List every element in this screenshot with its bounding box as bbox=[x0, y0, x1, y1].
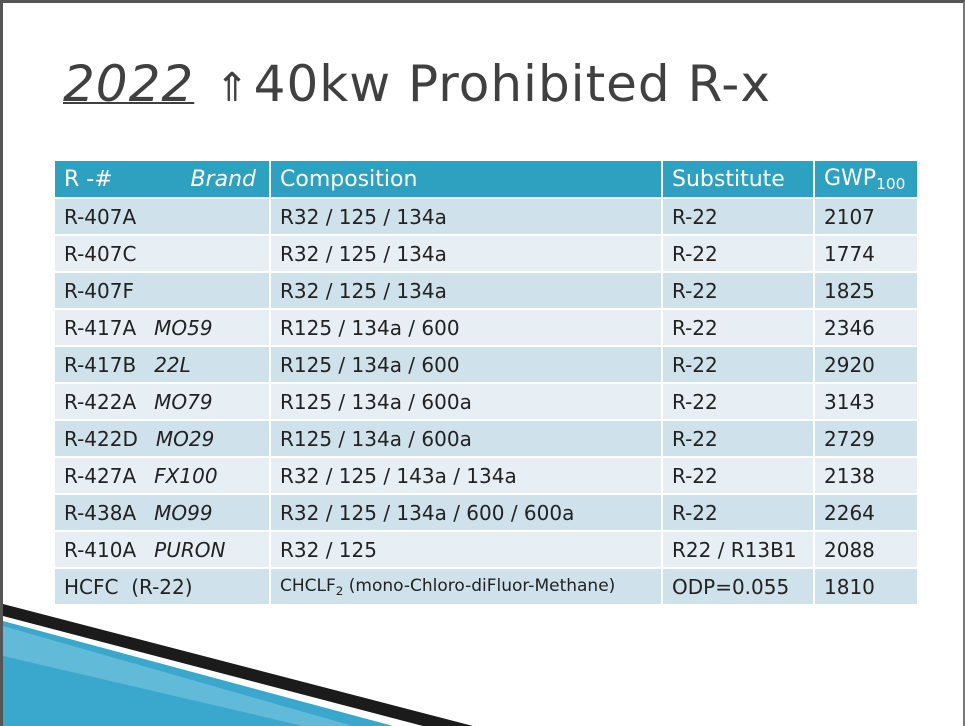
refrigerant-code: R-407F bbox=[64, 278, 134, 303]
gwp-cell: 2920 bbox=[813, 345, 919, 384]
table-row: R-422D MO29 R125 / 134a / 600a R-22 2729 bbox=[53, 419, 919, 458]
header-substitute: Substitute bbox=[661, 159, 815, 199]
substitute-cell: R-22 bbox=[661, 197, 815, 236]
corner-swoosh-decoration bbox=[3, 604, 473, 726]
refrigerant-cell: R-407C bbox=[53, 234, 271, 273]
refrigerant-code: R-417A bbox=[64, 315, 137, 340]
substitute-cell: R22 / R13B1 bbox=[661, 530, 815, 569]
composition-cell: R125 / 134a / 600a bbox=[269, 382, 663, 421]
composition-description: (mono-Chloro-diFluor-Methane) bbox=[343, 575, 616, 596]
refrigerant-cell: R-422D MO29 bbox=[53, 419, 271, 458]
composition-formula-subscript: 2 bbox=[335, 583, 344, 598]
header-refrigerant: R -# Brand bbox=[53, 159, 271, 199]
composition-cell: R125 / 134a / 600 bbox=[269, 308, 663, 347]
substitute-cell: R-22 bbox=[661, 382, 815, 421]
composition-cell: R32 / 125 bbox=[269, 530, 663, 569]
swoosh-dark-band bbox=[3, 604, 473, 726]
table-row-hcfc: HCFC (R-22) CHCLF2 (mono-Chloro-diFluor-… bbox=[53, 567, 919, 606]
composition-cell: R32 / 125 / 143a / 134a bbox=[269, 456, 663, 495]
composition-cell: CHCLF2 (mono-Chloro-diFluor-Methane) bbox=[269, 567, 663, 606]
substitute-cell: R-22 bbox=[661, 234, 815, 273]
refrigerant-code: R-422A bbox=[64, 389, 137, 414]
gwp-cell: 1825 bbox=[813, 271, 919, 310]
refrigerant-cell: R-417A MO59 bbox=[53, 308, 271, 347]
refrigerant-code: R-410A bbox=[64, 537, 137, 562]
refrigerant-cell: HCFC (R-22) bbox=[53, 567, 271, 606]
table-row: R-407A R32 / 125 / 134a R-22 2107 bbox=[53, 197, 919, 236]
table-row: R-427A FX100 R32 / 125 / 143a / 134a R-22… bbox=[53, 456, 919, 495]
refrigerant-cell: R-422A MO79 bbox=[53, 382, 271, 421]
brand-name: MO59 bbox=[154, 315, 213, 340]
table-row: R-417A MO59 R125 / 134a / 600 R-22 2346 bbox=[53, 308, 919, 347]
refrigerant-cell: R-407F bbox=[53, 271, 271, 310]
gwp-cell: 2107 bbox=[813, 197, 919, 236]
refrigerant-code: R-422D bbox=[64, 426, 138, 451]
brand-name: MO79 bbox=[154, 389, 213, 414]
table-row: R-410A PURON R32 / 125 R22 / R13B1 2088 bbox=[53, 530, 919, 569]
refrigerant-cell: R-407A bbox=[53, 197, 271, 236]
swoosh-blue-band bbox=[3, 621, 393, 726]
header-brand-label: Brand bbox=[190, 166, 256, 192]
slide-title: 2022 ⇑40kw Prohibited R-x bbox=[63, 55, 771, 113]
title-text: 40kw Prohibited R-x bbox=[253, 55, 771, 113]
composition-formula: CHCLF bbox=[280, 575, 336, 596]
substitute-cell: R-22 bbox=[661, 345, 815, 384]
refrigerant-cell: R-417B 22L bbox=[53, 345, 271, 384]
table-body: R-407A R32 / 125 / 134a R-22 2107 R-407C… bbox=[53, 197, 919, 606]
refrigerant-code: R-407C bbox=[64, 241, 137, 266]
composition-cell: R32 / 125 / 134a / 600 / 600a bbox=[269, 493, 663, 532]
substitute-cell: R-22 bbox=[661, 308, 815, 347]
gwp-cell: 2088 bbox=[813, 530, 919, 569]
brand-name: FX100 bbox=[154, 463, 218, 488]
substitute-cell: R-22 bbox=[661, 419, 815, 458]
brand-name: PURON bbox=[154, 537, 226, 562]
refrigerant-code: R-407A bbox=[64, 204, 137, 229]
substitute-cell: ODP=0.055 bbox=[661, 567, 815, 606]
header-gwp-label: GWP bbox=[824, 165, 877, 191]
swoosh-light-band bbox=[3, 626, 353, 726]
composition-cell: R125 / 134a / 600a bbox=[269, 419, 663, 458]
up-arrow-icon: ⇑ bbox=[215, 65, 250, 111]
refrigerant-cell: R-427A FX100 bbox=[53, 456, 271, 495]
brand-name: MO99 bbox=[154, 500, 213, 525]
gwp-cell: 2264 bbox=[813, 493, 919, 532]
refrigerant-code: R-438A bbox=[64, 500, 137, 525]
refrigerant-cell: R-438A MO99 bbox=[53, 493, 271, 532]
gwp-cell: 2346 bbox=[813, 308, 919, 347]
table-header-row: R -# Brand Composition Substitute GWP100 bbox=[53, 159, 919, 199]
substitute-cell: R-22 bbox=[661, 493, 815, 532]
brand-name: 22L bbox=[154, 352, 191, 377]
refrigerant-code: R-427A bbox=[64, 463, 137, 488]
gwp-cell: 1774 bbox=[813, 234, 919, 273]
substitute-cell: R-22 bbox=[661, 271, 815, 310]
header-refrigerant-label: R -# bbox=[64, 166, 113, 192]
refrigerant-code: R-417B bbox=[64, 352, 137, 377]
substitute-cell: R-22 bbox=[661, 456, 815, 495]
title-year: 2022 bbox=[63, 55, 195, 113]
refrigerant-table: R -# Brand Composition Substitute GWP100… bbox=[53, 159, 919, 606]
composition-cell: R125 / 134a / 600 bbox=[269, 345, 663, 384]
table-row: R-407C R32 / 125 / 134a R-22 1774 bbox=[53, 234, 919, 273]
brand-name: MO29 bbox=[155, 426, 215, 451]
composition-cell: R32 / 125 / 134a bbox=[269, 197, 663, 236]
table-row: R-438A MO99 R32 / 125 / 134a / 600 / 600a… bbox=[53, 493, 919, 532]
refrigerant-cell: R-410A PURON bbox=[53, 530, 271, 569]
gwp-cell: 2138 bbox=[813, 456, 919, 495]
table-row: R-407F R32 / 125 / 134a R-22 1825 bbox=[53, 271, 919, 310]
table-row: R-422A MO79 R125 / 134a / 600a R-22 3143 bbox=[53, 382, 919, 421]
gwp-cell: 3143 bbox=[813, 382, 919, 421]
composition-cell: R32 / 125 / 134a bbox=[269, 234, 663, 273]
table-row: R-417B 22L R125 / 134a / 600 R-22 2920 bbox=[53, 345, 919, 384]
header-gwp-subscript: 100 bbox=[876, 174, 906, 193]
composition-cell: R32 / 125 / 134a bbox=[269, 271, 663, 310]
gwp-cell: 2729 bbox=[813, 419, 919, 458]
header-gwp: GWP100 bbox=[813, 159, 919, 199]
header-composition: Composition bbox=[269, 159, 663, 199]
gwp-cell: 1810 bbox=[813, 567, 919, 606]
